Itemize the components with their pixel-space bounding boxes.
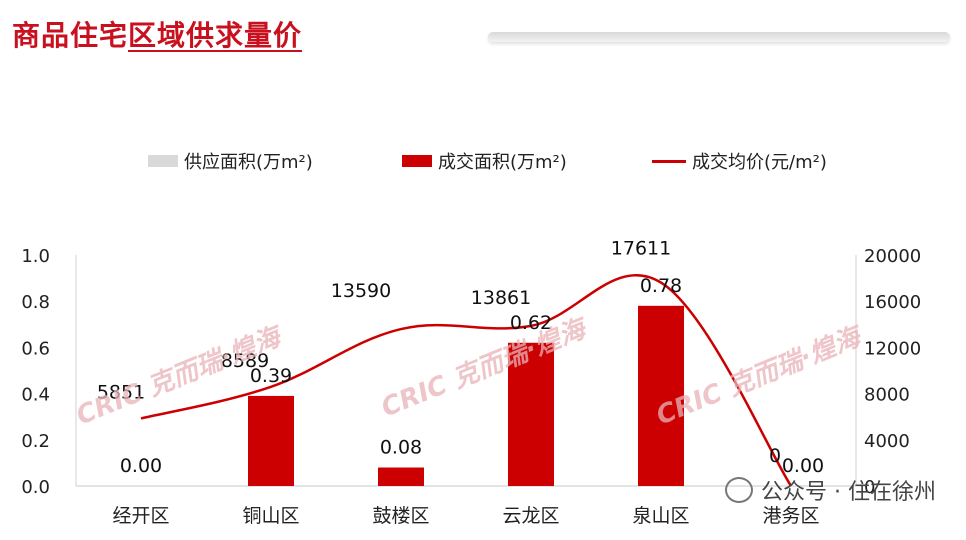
deal-value-label: 0.00 xyxy=(120,455,162,477)
legend-deal-swatch xyxy=(402,155,432,167)
deal-value-label: 0.08 xyxy=(380,437,422,459)
price-line xyxy=(140,274,793,487)
title-part2: 区域供求量价 xyxy=(128,19,303,52)
deal-bar xyxy=(248,395,294,486)
y-left-tick-label: 0.6 xyxy=(21,338,50,359)
page-title: 商品住宅区域供求量价 xyxy=(12,14,302,54)
y-right-tick-label: 12000 xyxy=(864,338,921,359)
deal-bar xyxy=(508,342,554,486)
y-left-tick-label: 1.0 xyxy=(21,246,50,267)
x-tick-label: 铜山区 xyxy=(242,505,299,527)
y-right-tick-label: 8000 xyxy=(864,385,910,406)
x-tick-label: 泉山区 xyxy=(632,505,689,527)
y-left-tick-label: 0.0 xyxy=(21,477,50,498)
legend-supply[interactable]: 供应面积(万m²) xyxy=(148,148,313,174)
title-part1: 商品住宅 xyxy=(12,19,129,52)
price-value-label: 8589 xyxy=(221,350,269,372)
y-left-tick-label: 0.2 xyxy=(21,431,50,452)
y-right-tick-label: 20000 xyxy=(864,246,921,267)
x-tick-label: 经开区 xyxy=(112,505,169,527)
header-decor-bar xyxy=(488,32,950,42)
y-right-tick-label: 4000 xyxy=(864,431,910,452)
wechat-footer: 公众号 · 住在徐州 xyxy=(725,474,936,506)
y-right-tick-label: 0 xyxy=(864,477,875,498)
legend-deal-label: 成交面积(万m²) xyxy=(438,152,567,173)
price-value-label: 17611 xyxy=(611,238,671,260)
legend-price[interactable]: 成交均价(元/m²) xyxy=(652,148,827,174)
chart-legend: 供应面积(万m²) 成交面积(万m²) 成交均价(元/m²) xyxy=(0,148,966,180)
x-tick-label: 港务区 xyxy=(762,505,819,527)
x-tick-label: 云龙区 xyxy=(502,505,559,527)
price-value-label: 13590 xyxy=(331,280,391,302)
deal-value-label: 0.39 xyxy=(250,365,292,387)
y-left-tick-label: 0.8 xyxy=(21,292,50,313)
deal-bar xyxy=(378,467,424,486)
legend-price-label: 成交均价(元/m²) xyxy=(692,152,827,173)
wechat-icon xyxy=(725,477,754,503)
price-value-label: 13861 xyxy=(471,287,531,309)
legend-supply-label: 供应面积(万m²) xyxy=(184,152,313,173)
price-value-label: 0 xyxy=(769,445,781,467)
legend-deal[interactable]: 成交面积(万m²) xyxy=(402,148,567,174)
price-value-label: 5851 xyxy=(97,381,145,403)
deal-value-label: 0.78 xyxy=(640,275,682,297)
deal-value-label: 0.62 xyxy=(510,312,552,334)
legend-price-swatch xyxy=(652,159,686,163)
x-tick-label: 鼓楼区 xyxy=(372,505,429,527)
footer-text: 公众号 · 住在徐州 xyxy=(761,480,936,505)
legend-supply-swatch xyxy=(148,155,178,167)
y-left-tick-label: 0.4 xyxy=(21,385,50,406)
y-right-tick-label: 16000 xyxy=(864,292,921,313)
deal-value-label: 0.00 xyxy=(782,455,824,477)
deal-bar xyxy=(638,305,684,486)
